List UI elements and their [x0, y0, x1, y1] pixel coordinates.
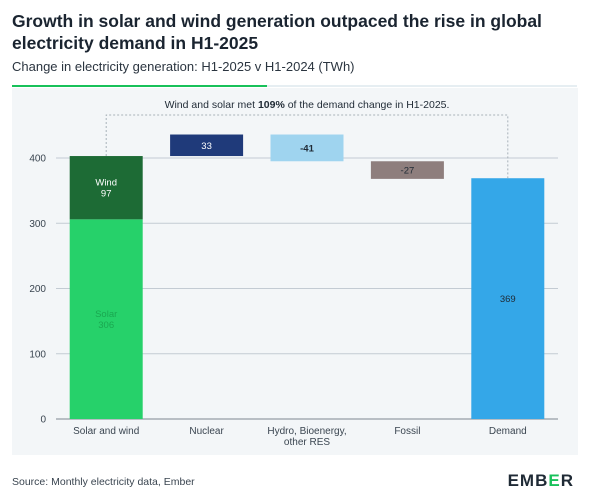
wind-bar-label: Wind — [95, 178, 117, 189]
annotation-text-end: of the demand change in H1-2025. — [285, 99, 450, 111]
chart-subtitle: Change in electricity generation: H1-202… — [12, 59, 355, 74]
annotation-text: Wind and solar met 109% of the demand ch… — [165, 99, 450, 111]
demand-bar-label: 369 — [500, 294, 516, 305]
fossil-bar-label: -27 — [401, 166, 415, 177]
x-tick-label: Hydro, Bioenergy, — [267, 426, 346, 437]
chart-header: Growth in solar and wind generation outp… — [12, 10, 572, 74]
demand-bar — [471, 178, 545, 419]
header-accent-bar — [12, 85, 267, 87]
wind-bar-label: 97 — [101, 189, 112, 200]
fossil-bar — [370, 161, 444, 179]
nuclear-bar — [170, 134, 244, 157]
solar-bar-label: Solar — [95, 309, 117, 320]
x-tick-label: Nuclear — [189, 426, 224, 437]
logo-text-start: EMB — [507, 471, 549, 490]
y-tick-label: 300 — [29, 219, 46, 230]
hydro-bar-label: -41 — [300, 143, 314, 154]
x-tick-label: other RES — [284, 437, 330, 448]
x-tick-label: Fossil — [394, 426, 420, 437]
nuclear-bar-label: 33 — [201, 141, 212, 152]
annotation-text-start: Wind and solar met — [165, 99, 258, 111]
header-divider — [12, 85, 577, 87]
wind-bar — [69, 156, 143, 220]
annotation-bracket — [105, 114, 509, 179]
solar-bar-label: 306 — [98, 320, 114, 331]
chart-title: Growth in solar and wind generation outp… — [12, 11, 542, 53]
chart-area: 0 100 200 300 400 Solar 306 Wind 97 33 -41 -27 369 So… — [12, 88, 578, 455]
solar-bar — [69, 219, 143, 419]
hydro-bar — [270, 134, 344, 162]
y-tick-label: 400 — [29, 154, 46, 165]
y-tick-label: 100 — [29, 349, 46, 360]
x-tick-label: Solar and wind — [73, 426, 139, 437]
y-tick-label: 200 — [29, 284, 46, 295]
source-note: Source: Monthly electricity data, Ember — [12, 476, 195, 488]
logo-text-end: R — [560, 471, 574, 490]
ember-logo: EMBER — [508, 471, 574, 491]
annotation-percentage: 109% — [258, 99, 286, 111]
y-tick-label: 0 — [40, 415, 46, 426]
logo-text-accent: E — [548, 471, 561, 490]
x-tick-label: Demand — [489, 426, 527, 437]
